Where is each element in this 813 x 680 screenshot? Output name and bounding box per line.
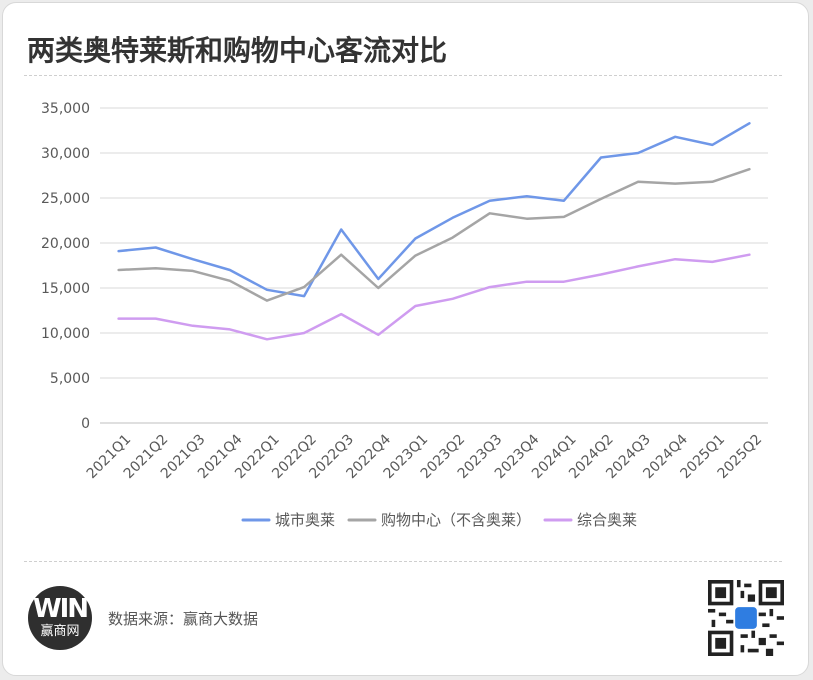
brand-logo: WIN 赢商网	[28, 586, 92, 650]
legend-label: 综合奥莱	[577, 511, 637, 529]
y-tick-label: 10,000	[41, 326, 90, 342]
series-line-3	[117, 253, 751, 341]
series-line-1	[117, 122, 751, 298]
y-tick-label: 15,000	[41, 281, 90, 297]
y-tick-label: 5,000	[50, 371, 90, 387]
y-tick-label: 35,000	[41, 101, 90, 117]
y-tick-label: 20,000	[41, 236, 90, 252]
brand-logo-name: 赢商网	[40, 624, 80, 639]
page-title: 两类奥特莱斯和购物中心客流对比	[27, 34, 448, 67]
data-source: 数据来源：赢商大数据	[108, 608, 258, 629]
series-line-2	[117, 167, 751, 302]
title-divider	[24, 75, 782, 76]
qr-code-icon	[708, 580, 784, 656]
y-tick-label: 0	[81, 416, 90, 432]
data-source-label: 数据来源：	[108, 610, 184, 628]
legend-label: 购物中心（不含奥莱）	[381, 511, 531, 529]
y-tick-label: 30,000	[41, 146, 90, 162]
brand-logo-mark: WIN	[32, 594, 89, 624]
line-chart: 0 5,000 10,000 15,000 20,000 25,000 30,000 35,0…	[41, 101, 768, 529]
y-tick-label: 25,000	[41, 191, 90, 207]
footer-divider	[24, 561, 782, 562]
legend-label: 城市奥莱	[275, 511, 335, 529]
data-source-name: 赢商大数据	[183, 610, 259, 628]
